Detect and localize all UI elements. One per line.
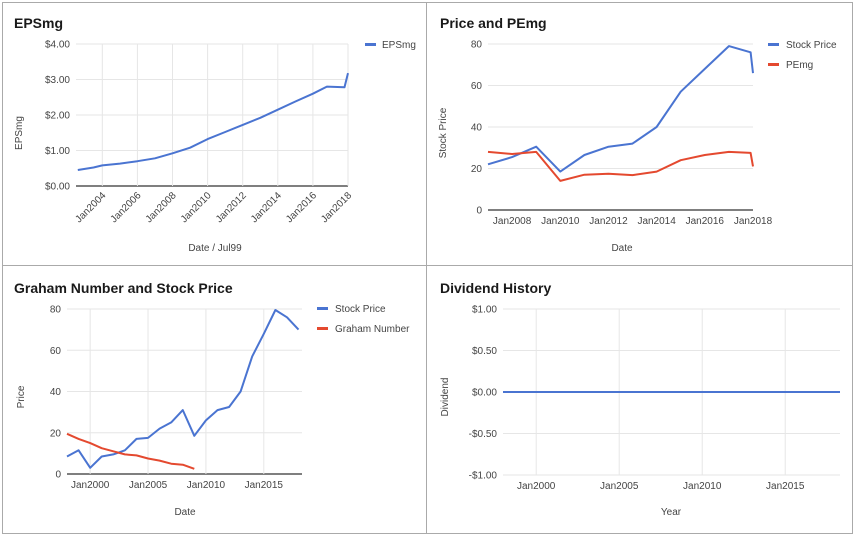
x-axis-title-epsmg: Date / Jul99 — [188, 243, 242, 254]
y-tick-label: -$1.00 — [469, 471, 498, 482]
series-line-price-pemg-0 — [487, 45, 754, 173]
x-tick-label: Jan2008 — [493, 216, 532, 227]
y-tick-label: $0.50 — [472, 346, 497, 357]
plot-area-price-pemg: 0 20 40 60 80 Jan2008 Jan2010 Jan2012 Jan2014 Jan… — [471, 40, 773, 228]
x-axis-title-dividend: Year — [661, 507, 682, 518]
legend-label-pemg: PEmg — [786, 60, 813, 71]
y-tick-label: $0.00 — [45, 182, 70, 193]
chart-title-price-pemg: Price and PEmg — [440, 15, 547, 31]
x-tick-label: Jan2015 — [766, 481, 805, 492]
legend-swatch-graham-stock-price — [317, 307, 328, 310]
y-tick-label: 80 — [50, 305, 62, 316]
y-tick-label: 20 — [50, 428, 62, 439]
y-tick-label: 80 — [471, 40, 483, 51]
y-tick-label: 0 — [55, 470, 61, 481]
series-line-price-pemg-1 — [487, 150, 754, 182]
x-tick-label: Jan2018 — [734, 216, 773, 227]
legend-swatch-graham-number — [317, 327, 328, 330]
x-tick-label: Jan2010 — [683, 481, 722, 492]
legend-label-epsmg: EPSmg — [382, 40, 416, 51]
series-line-graham-1 — [66, 432, 195, 470]
y-axis-title-price-pemg: Stock Price — [438, 107, 449, 158]
y-tick-label: 20 — [471, 164, 483, 175]
plot-area-dividend: -$1.00 -$0.50 $0.00 $0.50 $1.00 Jan2000 Jan200… — [469, 305, 840, 492]
y-tick-label: 40 — [471, 123, 483, 134]
x-tick-label: Jan2015 — [245, 480, 284, 491]
x-tick-label: Jan2000 — [71, 480, 110, 491]
x-tick-label: Jan2000 — [517, 481, 556, 492]
chart-title-graham: Graham Number and Stock Price — [14, 280, 233, 296]
x-axis-title-graham: Date — [174, 507, 196, 518]
series-line-epsmg-0 — [77, 72, 349, 171]
y-axis-title-graham: Price — [16, 385, 27, 408]
y-tick-label: $1.00 — [472, 305, 497, 316]
y-tick-label: $4.00 — [45, 40, 70, 51]
y-tick-label: $0.00 — [472, 388, 497, 399]
x-tick-label: Jan2018 — [319, 190, 354, 225]
x-tick-label: Jan2014 — [249, 190, 284, 225]
x-axis-title-price-pemg: Date — [611, 243, 633, 254]
x-tick-label: Jan2010 — [187, 480, 226, 491]
legend-label-graham-number: Graham Number — [335, 324, 410, 335]
panel-border-dividend — [426, 265, 853, 534]
x-tick-label: Jan2010 — [541, 216, 580, 227]
x-tick-label: Jan2004 — [74, 190, 109, 225]
legend-label-stock-price: Stock Price — [786, 40, 837, 51]
legend-label-graham-stock-price: Stock Price — [335, 304, 386, 315]
chart-title-dividend: Dividend History — [440, 280, 551, 296]
x-tick-label: Jan2008 — [144, 190, 179, 225]
legend-swatch-pemg — [768, 63, 779, 66]
x-tick-label: Jan2012 — [589, 216, 628, 227]
x-tick-label: Jan2016 — [284, 190, 319, 225]
x-tick-label: Jan2014 — [637, 216, 676, 227]
y-tick-label: $2.00 — [45, 111, 70, 122]
x-tick-label: Jan2005 — [129, 480, 168, 491]
y-tick-label: -$0.50 — [469, 429, 498, 440]
y-tick-label: 40 — [50, 387, 62, 398]
y-axis-title-epsmg: EPSmg — [14, 116, 25, 150]
y-axis-title-dividend: Dividend — [440, 378, 451, 417]
legend-swatch-stock-price — [768, 43, 779, 46]
y-tick-label: 0 — [476, 206, 482, 217]
y-tick-label: $1.00 — [45, 146, 70, 157]
series-line-graham-0 — [66, 309, 300, 469]
legend-swatch-epsmg — [365, 43, 376, 46]
y-tick-label: 60 — [50, 346, 62, 357]
x-tick-label: Jan2016 — [686, 216, 725, 227]
y-tick-label: 60 — [471, 81, 483, 92]
x-tick-label: Jan2006 — [109, 190, 144, 225]
x-tick-label: Jan2010 — [179, 190, 214, 225]
chart-title-epsmg: EPSmg — [14, 15, 63, 31]
x-tick-label: Jan2005 — [600, 481, 639, 492]
y-tick-label: $3.00 — [45, 75, 70, 86]
plot-area-graham: 0 20 40 60 80 Jan2000 Jan2005 Jan2010 Jan2015 — [50, 305, 302, 491]
x-tick-label: Jan2012 — [214, 190, 249, 225]
